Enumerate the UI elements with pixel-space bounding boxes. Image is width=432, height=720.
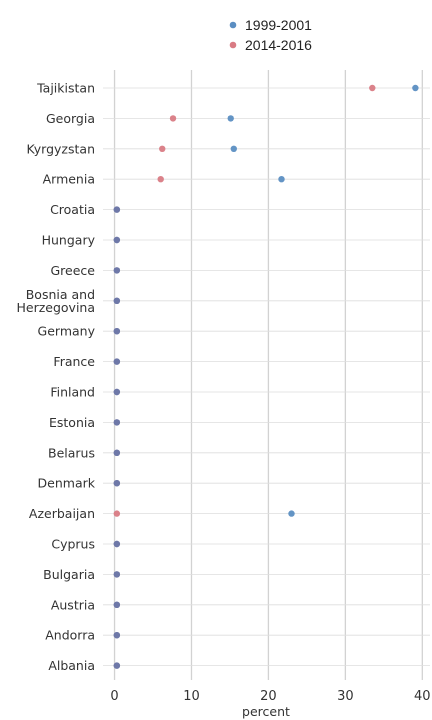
y-axis-labels: Tajikistan Georgia Kyrgyzstan Armenia Croati…	[16, 81, 95, 674]
y-label-belarus: Belarus	[48, 445, 95, 460]
legend-label-1999-2001: 1999-2001	[245, 17, 312, 33]
point-finland-2014-2016	[113, 388, 121, 396]
legend-marker-2014-2016	[229, 41, 237, 49]
y-label-armenia: Armenia	[43, 172, 95, 187]
x-tick-label: 10	[183, 689, 200, 704]
legend: 1999-2001 2014-2016	[229, 17, 312, 53]
point-tajikistan-2014-2016	[369, 84, 376, 92]
y-label-kyrgyzstan: Kyrgyzstan	[27, 141, 96, 156]
point-france-2014-2016	[113, 358, 121, 365]
point-hungary-2014-2016	[113, 236, 121, 244]
y-label-andorra: Andorra	[45, 628, 95, 643]
point-austria-2014-2016	[113, 601, 121, 608]
y-label-georgia: Georgia	[46, 111, 95, 126]
point-croatia-2014-2016	[113, 206, 121, 213]
y-label-germany: Germany	[38, 324, 96, 339]
point-estonia-2014-2016	[113, 419, 121, 426]
y-label-cyprus: Cyprus	[51, 537, 95, 552]
y-label-albania: Albania	[48, 658, 95, 673]
y-label-croatia: Croatia	[50, 202, 95, 217]
y-label-hungary: Hungary	[42, 233, 96, 248]
legend-marker-1999-2001	[229, 21, 237, 29]
point-azerbaijan-2014-2016	[113, 510, 121, 517]
y-label-denmark: Denmark	[38, 476, 96, 491]
point-bosnia-and-herzegovina-2014-2016	[113, 297, 121, 304]
x-tick-label: 0	[110, 689, 118, 704]
point-azerbaijan-1999-2001	[288, 510, 295, 517]
point-albania-2014-2016	[113, 662, 121, 669]
legend-label-2014-2016: 2014-2016	[245, 37, 312, 53]
y-label-france: France	[53, 354, 95, 369]
grid	[103, 70, 430, 680]
x-tick-label: 30	[337, 689, 354, 704]
y-label-greece: Greece	[51, 263, 96, 278]
y-label-azerbaijan: Azerbaijan	[29, 506, 95, 521]
x-axis-title: percent	[242, 704, 290, 719]
point-armenia-2014-2016	[157, 176, 164, 183]
point-kyrgyzstan-2014-2016	[159, 145, 166, 152]
point-andorra-2014-2016	[113, 632, 121, 639]
point-georgia-1999-2001	[227, 115, 234, 122]
point-bulgaria-2014-2016	[113, 571, 121, 578]
point-denmark-2014-2016	[113, 480, 121, 487]
y-label-finland: Finland	[50, 385, 95, 400]
point-belarus-2014-2016	[113, 449, 121, 456]
y-label-bosnia-and-herzegovina: Bosnia and Herzegovina	[16, 287, 95, 315]
x-tick-label: 40	[414, 689, 431, 704]
point-tajikistan-1999-2001	[412, 84, 419, 92]
data-points	[113, 84, 419, 669]
point-georgia-2014-2016	[169, 115, 177, 122]
x-axis-ticks: 0 10 20 30 40	[110, 689, 430, 704]
point-kyrgyzstan-1999-2001	[230, 145, 237, 152]
y-label-austria: Austria	[51, 597, 95, 612]
y-label-estonia: Estonia	[49, 415, 95, 430]
x-tick-label: 20	[260, 689, 277, 704]
point-cyprus-2014-2016	[113, 540, 121, 548]
y-label-bulgaria: Bulgaria	[43, 567, 95, 582]
point-greece-2014-2016	[113, 267, 121, 274]
point-germany-2014-2016	[113, 328, 121, 335]
point-armenia-1999-2001	[278, 176, 285, 183]
y-label-tajikistan: Tajikistan	[36, 81, 95, 96]
